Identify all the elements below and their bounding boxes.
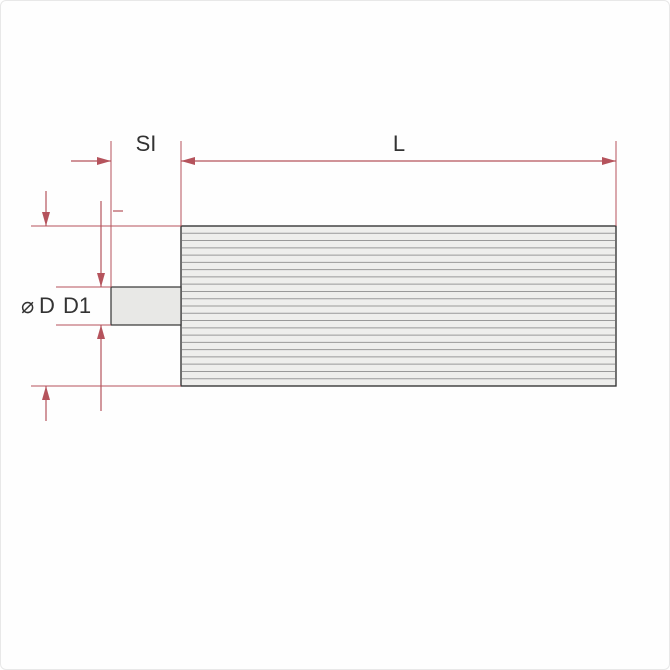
- arrow-icon: [42, 212, 50, 226]
- arrow-icon: [42, 386, 50, 400]
- arrow-icon: [181, 157, 195, 165]
- part-body: [181, 226, 616, 386]
- dim-SI: SI: [71, 131, 181, 287]
- arrow-icon: [97, 157, 111, 165]
- part-shaft: [111, 287, 181, 325]
- label-diameters: ⌀ D D1: [21, 293, 91, 318]
- label-SI: SI: [136, 131, 157, 156]
- shaft-rect: [111, 287, 181, 325]
- knurl-lines: [182, 233, 615, 378]
- label-D1: D1: [63, 293, 91, 318]
- label-D: D: [39, 293, 55, 318]
- diagram-canvas: SI L: [0, 0, 670, 670]
- arrow-icon: [602, 157, 616, 165]
- label-diameter-symbol: ⌀: [21, 293, 34, 318]
- label-L: L: [393, 131, 405, 156]
- arrow-icon: [97, 325, 105, 339]
- dim-L: L: [181, 131, 616, 226]
- diagram-svg: SI L: [1, 1, 670, 670]
- arrow-icon: [97, 273, 105, 287]
